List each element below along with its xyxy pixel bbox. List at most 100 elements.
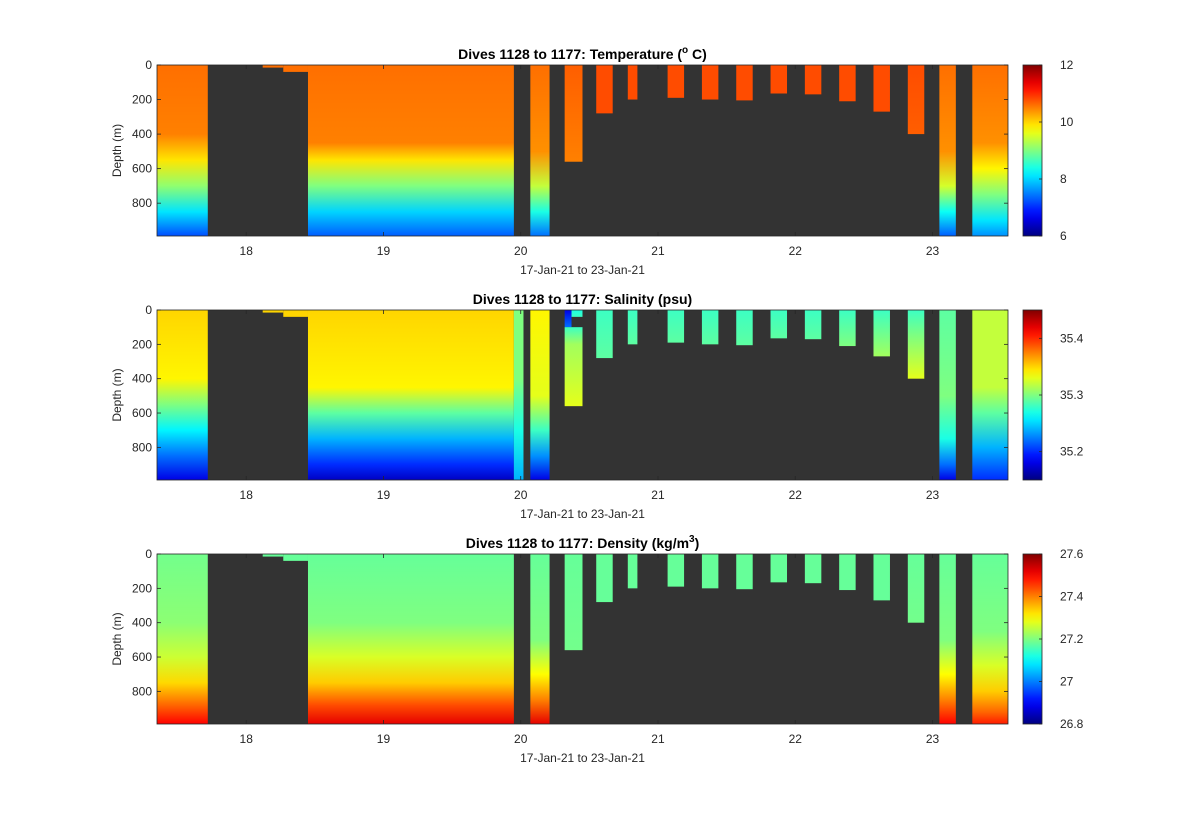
profile-12 (770, 554, 788, 583)
profile-9 (667, 554, 685, 587)
y-tick-label: 400 (132, 127, 152, 141)
profile-2 (262, 310, 284, 313)
y-tick-label: 200 (132, 93, 152, 107)
profile-2 (262, 65, 284, 68)
x-tick-label: 21 (651, 488, 665, 502)
y-tick-label: 800 (132, 196, 152, 210)
x-tick-label: 20 (514, 244, 528, 258)
profile-2 (262, 554, 284, 557)
profile-18 (873, 310, 890, 357)
profile-1 (157, 310, 208, 480)
colorbar-tick-label: 12 (1060, 58, 1074, 72)
colorbar-tick-label: 26.8 (1060, 717, 1084, 731)
profile-3 (283, 310, 308, 317)
x-tick-label: 22 (789, 488, 803, 502)
x-tick-label: 22 (789, 244, 803, 258)
profile-5 (530, 554, 550, 724)
profile-15 (770, 310, 788, 339)
axes-box (156, 553, 1009, 725)
profile-9 (667, 65, 685, 98)
y-axis-label: Depth (m) (110, 124, 124, 177)
profile-18 (972, 554, 1008, 724)
profile-10 (701, 554, 719, 589)
x-tick-label: 18 (240, 732, 254, 746)
axes-box (156, 309, 1009, 481)
profile-16 (804, 310, 822, 340)
profile-16 (907, 65, 925, 135)
x-tick-label: 19 (377, 244, 391, 258)
profile-7 (596, 65, 613, 114)
profile-5 (530, 65, 550, 236)
y-tick-label: 0 (145, 547, 152, 561)
profile-9 (564, 327, 583, 407)
profile-7 (596, 554, 613, 603)
profile-7 (564, 310, 572, 328)
chart-title: Dives 1128 to 1177: Temperature (o C) (458, 45, 707, 62)
profile-11 (627, 310, 638, 345)
profile-1 (157, 554, 208, 724)
colorbar-tick-label: 10 (1060, 115, 1074, 129)
y-tick-label: 0 (145, 303, 152, 317)
profile-1 (157, 65, 208, 236)
x-axis-label: 17-Jan-21 to 23-Jan-21 (520, 263, 645, 277)
profile-13 (701, 310, 719, 345)
profile-10 (596, 310, 613, 359)
profile-12 (667, 310, 685, 343)
chart-panel-3: 18 19 20 21 22 23 0 200 400 600 800 Dives 1128 to 1… (110, 534, 1084, 765)
y-tick-label: 600 (132, 406, 152, 420)
profile-6 (564, 65, 583, 162)
profile-14 (839, 554, 856, 591)
profile-3 (283, 554, 308, 561)
profile-14 (839, 65, 856, 102)
x-axis-label: 17-Jan-21 to 23-Jan-21 (520, 507, 645, 521)
colorbar-tick-label: 27 (1060, 675, 1074, 689)
y-tick-label: 400 (132, 372, 152, 386)
profile-11 (736, 554, 753, 590)
profile-15 (873, 65, 890, 112)
profile-8 (571, 310, 583, 317)
profile-17 (939, 65, 956, 236)
x-axis-label: 17-Jan-21 to 23-Jan-21 (520, 751, 645, 765)
profile-6 (564, 554, 583, 651)
y-axis-label: Depth (m) (110, 612, 124, 665)
profile-20 (939, 310, 956, 480)
profile-8 (627, 554, 638, 589)
y-tick-label: 600 (132, 650, 152, 664)
y-axis-label: Depth (m) (110, 368, 124, 421)
x-tick-label: 19 (377, 488, 391, 502)
profile-6 (530, 310, 550, 480)
x-tick-label: 18 (240, 488, 254, 502)
x-tick-label: 20 (514, 488, 528, 502)
y-tick-label: 800 (132, 684, 152, 698)
profile-10 (701, 65, 719, 100)
profile-21 (972, 310, 1008, 480)
colorbar-tick-label: 27.6 (1060, 547, 1084, 561)
profile-17 (939, 554, 956, 724)
axes-box (156, 64, 1009, 237)
profile-14 (736, 310, 753, 346)
colorbar-tick-label: 27.4 (1060, 590, 1084, 604)
y-tick-label: 800 (132, 440, 152, 454)
x-tick-label: 23 (926, 244, 940, 258)
colorbar-tick-label: 35.2 (1060, 445, 1084, 459)
x-tick-label: 18 (240, 244, 254, 258)
colorbar-tick-label: 27.2 (1060, 632, 1084, 646)
profile-18 (972, 65, 1008, 236)
colorbar (1022, 64, 1043, 237)
profile-4 (307, 65, 514, 236)
colorbar-tick-label: 35.3 (1060, 388, 1084, 402)
profile-19 (907, 310, 925, 379)
chart-title: Dives 1128 to 1177: Density (kg/m3) (466, 534, 700, 551)
profile-8 (627, 65, 638, 100)
y-tick-label: 200 (132, 337, 152, 351)
y-tick-label: 600 (132, 162, 152, 176)
profile-12 (770, 65, 788, 94)
x-tick-label: 23 (926, 488, 940, 502)
x-tick-label: 20 (514, 732, 528, 746)
y-tick-label: 400 (132, 616, 152, 630)
x-tick-label: 19 (377, 732, 391, 746)
profile-5 (513, 310, 524, 480)
chart-panel-1: 18 19 20 21 22 23 0 200 400 600 800 Dives 1128 to 1… (110, 45, 1074, 277)
colorbar-tick-label: 35.4 (1060, 331, 1084, 345)
